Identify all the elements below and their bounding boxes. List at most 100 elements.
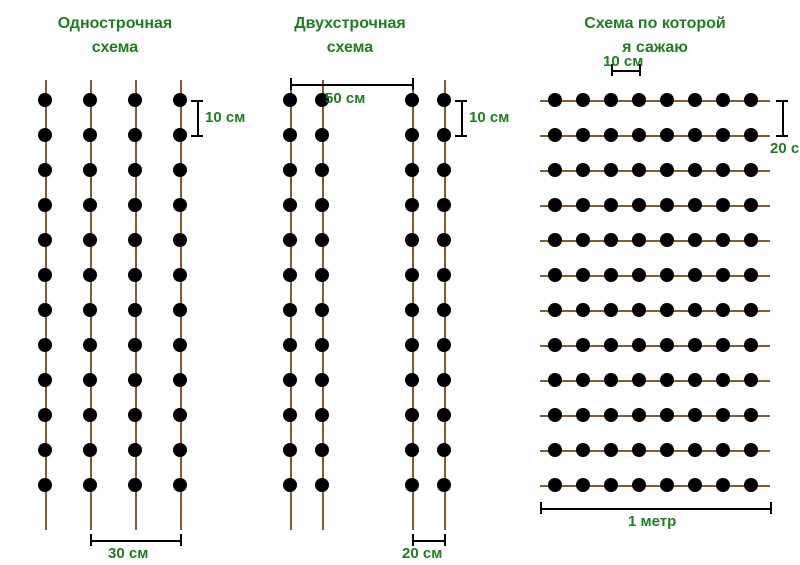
plant-dot — [38, 408, 52, 422]
scheme-title-double: Двухстрочная схема — [265, 12, 435, 60]
plant-dot — [315, 268, 329, 282]
plant-dot — [38, 233, 52, 247]
plant-dot — [315, 233, 329, 247]
plant-dot — [283, 443, 297, 457]
plant-dot — [173, 233, 187, 247]
plant-dot — [576, 163, 590, 177]
plant-dot — [315, 478, 329, 492]
planting-line — [540, 135, 770, 137]
plant-dot — [744, 233, 758, 247]
plant-dot — [688, 373, 702, 387]
plant-dot — [548, 268, 562, 282]
plant-dot — [405, 93, 419, 107]
plant-dot — [632, 338, 646, 352]
plant-dot — [744, 373, 758, 387]
plant-dot — [283, 93, 297, 107]
plant-dot — [283, 163, 297, 177]
plant-dot — [632, 233, 646, 247]
plant-dot — [83, 268, 97, 282]
plant-dot — [632, 93, 646, 107]
plant-dot — [315, 163, 329, 177]
plant-dot — [283, 338, 297, 352]
plant-dot — [128, 128, 142, 142]
measure-label: 50 см — [325, 90, 365, 107]
plant-dot — [632, 373, 646, 387]
plant-dot — [437, 303, 451, 317]
plant-dot — [283, 373, 297, 387]
planting-line — [540, 415, 770, 417]
measure-tick — [770, 502, 772, 514]
plant-dot — [405, 163, 419, 177]
measure-bar — [290, 84, 412, 86]
plant-dot — [688, 163, 702, 177]
plant-dot — [83, 338, 97, 352]
plant-dot — [405, 303, 419, 317]
plant-dot — [38, 443, 52, 457]
measure-tick — [455, 100, 467, 102]
plant-dot — [128, 373, 142, 387]
plant-dot — [632, 303, 646, 317]
plant-dot — [437, 373, 451, 387]
plant-dot — [283, 233, 297, 247]
plant-dot — [576, 93, 590, 107]
plant-dot — [173, 338, 187, 352]
plant-dot — [128, 443, 142, 457]
plant-dot — [38, 93, 52, 107]
plant-dot — [283, 408, 297, 422]
plant-dot — [38, 303, 52, 317]
plant-dot — [405, 408, 419, 422]
plant-dot — [576, 128, 590, 142]
plant-dot — [437, 478, 451, 492]
plant-dot — [688, 93, 702, 107]
plant-dot — [632, 198, 646, 212]
measure-tick — [180, 534, 182, 546]
plant-dot — [437, 408, 451, 422]
plant-dot — [405, 478, 419, 492]
measure-bar — [461, 100, 463, 135]
plant-dot — [604, 128, 618, 142]
plant-dot — [660, 373, 674, 387]
scheme-title-single: Однострочная схема — [30, 12, 200, 60]
plant-dot — [437, 443, 451, 457]
plant-dot — [632, 443, 646, 457]
plant-dot — [83, 303, 97, 317]
plant-dot — [632, 408, 646, 422]
plant-dot — [660, 268, 674, 282]
planting-line — [540, 240, 770, 242]
plant-dot — [576, 478, 590, 492]
plant-dot — [688, 408, 702, 422]
planting-line — [540, 310, 770, 312]
plant-dot — [744, 163, 758, 177]
plant-dot — [83, 373, 97, 387]
plant-dot — [173, 478, 187, 492]
planting-line — [540, 380, 770, 382]
plant-dot — [83, 93, 97, 107]
plant-dot — [660, 163, 674, 177]
plant-dot — [83, 198, 97, 212]
plant-dot — [405, 233, 419, 247]
plant-dot — [548, 233, 562, 247]
measure-tick — [776, 135, 788, 137]
plant-dot — [283, 198, 297, 212]
plant-dot — [173, 128, 187, 142]
plant-dot — [716, 443, 730, 457]
plant-dot — [632, 478, 646, 492]
plant-dot — [660, 443, 674, 457]
plant-dot — [83, 233, 97, 247]
plant-dot — [716, 233, 730, 247]
plant-dot — [548, 478, 562, 492]
plant-dot — [744, 443, 758, 457]
plant-dot — [83, 443, 97, 457]
plant-dot — [173, 443, 187, 457]
plant-dot — [548, 373, 562, 387]
plant-dot — [173, 373, 187, 387]
plant-dot — [173, 408, 187, 422]
plant-dot — [437, 198, 451, 212]
plant-dot — [548, 163, 562, 177]
plant-dot — [548, 128, 562, 142]
planting-line — [540, 275, 770, 277]
plant-dot — [716, 408, 730, 422]
measure-tick — [776, 100, 788, 102]
plant-dot — [315, 303, 329, 317]
plant-dot — [744, 478, 758, 492]
